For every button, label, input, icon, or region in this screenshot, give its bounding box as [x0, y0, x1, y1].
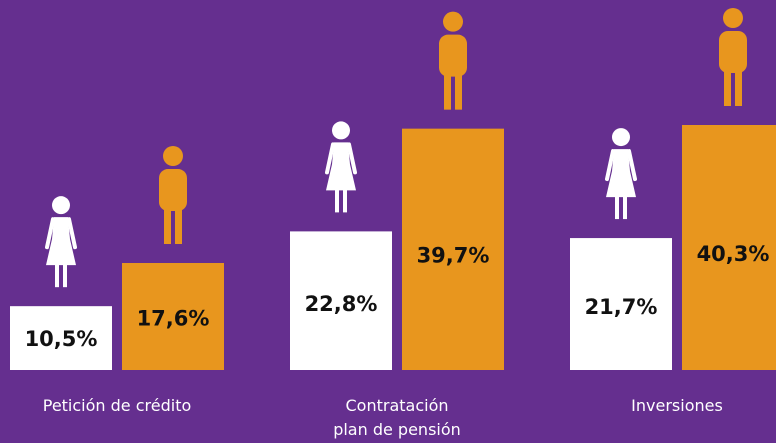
- icon-leg: [343, 188, 347, 213]
- icon-leg: [63, 263, 67, 288]
- value-label: 17,6%: [137, 307, 210, 331]
- icon-body: [606, 149, 636, 198]
- icon-leg: [55, 263, 59, 288]
- icon-body: [719, 31, 747, 73]
- icon-head: [443, 11, 463, 32]
- category-label: Inversiones: [631, 396, 723, 415]
- value-label: 39,7%: [417, 244, 490, 268]
- bar: [122, 263, 224, 370]
- male-icon: [159, 146, 187, 245]
- bar: [570, 238, 672, 370]
- value-label: 21,7%: [585, 295, 658, 319]
- value-label: 22,8%: [305, 292, 378, 316]
- icon-leg: [735, 66, 742, 106]
- category-label: Contratación plan de pensión: [333, 396, 461, 439]
- icon-arms: [45, 217, 77, 250]
- female-icon: [605, 128, 637, 220]
- bar: [290, 231, 392, 370]
- icon-head: [332, 121, 350, 140]
- value-label: 10,5%: [25, 327, 98, 351]
- icon-leg: [455, 69, 462, 110]
- icon-head: [163, 146, 183, 167]
- icon-body: [46, 217, 76, 266]
- icon-head: [723, 8, 743, 28]
- icon-body: [439, 34, 467, 77]
- bar: [682, 125, 776, 370]
- icon-head: [52, 196, 70, 215]
- icon-leg: [335, 188, 339, 213]
- bar: [402, 128, 504, 370]
- icon-leg: [444, 69, 451, 110]
- female-icon: [325, 121, 357, 213]
- icon-leg: [623, 195, 627, 220]
- icon-leg: [724, 66, 731, 106]
- female-icon: [45, 196, 77, 288]
- value-label: 40,3%: [697, 242, 770, 266]
- icon-arms: [325, 142, 357, 175]
- icon-arms: [605, 149, 637, 182]
- bar: [10, 306, 112, 370]
- category-label: Petición de crédito: [42, 396, 192, 415]
- icon-leg: [175, 204, 182, 245]
- icon-body: [159, 169, 187, 212]
- icon-leg: [615, 195, 619, 220]
- icon-body: [326, 142, 356, 191]
- icon-head: [612, 128, 630, 147]
- male-icon: [439, 11, 467, 110]
- icon-leg: [164, 204, 171, 245]
- male-icon: [719, 8, 747, 106]
